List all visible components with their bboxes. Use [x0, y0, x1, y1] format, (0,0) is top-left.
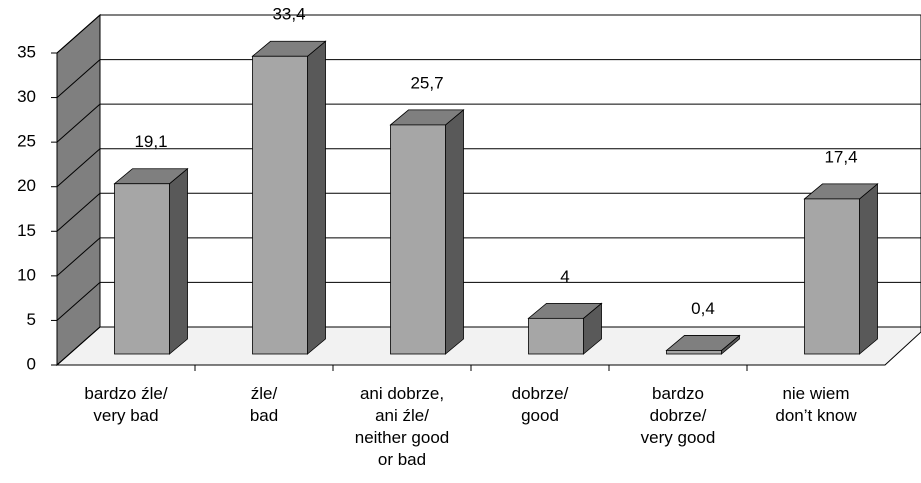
back-wall: [99, 14, 921, 328]
bar: [804, 198, 860, 355]
grid-line: [56, 14, 101, 54]
y-tick-label: 35: [17, 42, 36, 61]
grid-line: [56, 326, 101, 366]
value-label: 25,7: [410, 73, 443, 92]
value-label: 17,4: [824, 147, 857, 166]
x-tick-label: dobrze/ good: [511, 384, 569, 425]
bar: [390, 124, 446, 355]
y-tick-label: 30: [17, 87, 36, 106]
bar-side: [445, 109, 464, 355]
value-label: 4: [560, 267, 569, 286]
x-tick-label: źle/ bad: [249, 384, 279, 425]
y-tick-label: 5: [27, 310, 36, 329]
value-label: 0,4: [691, 299, 715, 318]
bar: [528, 317, 584, 355]
x-tick-label: bardzo źle/ very bad: [84, 384, 168, 425]
x-tick-label: ani dobrze, ani źle/ neither good or bad: [354, 384, 450, 469]
side-wall: [56, 13, 101, 367]
grid-line: [56, 103, 101, 143]
y-tick-label: 20: [17, 176, 36, 195]
y-tick-label: 0: [27, 354, 36, 373]
bar-side: [307, 40, 326, 355]
value-label: 19,1: [134, 132, 167, 151]
y-tick-label: 25: [17, 132, 36, 151]
value-label: 33,4: [272, 5, 305, 24]
x-tick-label: nie wiem don’t know: [775, 384, 857, 425]
grid-line: [56, 237, 101, 277]
bar: [114, 183, 170, 355]
bar-side: [169, 167, 188, 355]
grid-line: [56, 282, 101, 321]
y-tick-label: 10: [17, 265, 36, 284]
bar: [666, 350, 722, 355]
bar: [252, 55, 308, 355]
y-tick-label: 15: [17, 221, 36, 240]
grid-line: [56, 148, 101, 188]
bar-side: [859, 183, 878, 355]
grid-line: [56, 59, 101, 98]
x-tick-label: bardzo dobrze/ very good: [640, 384, 716, 447]
grid-line: [56, 192, 101, 232]
